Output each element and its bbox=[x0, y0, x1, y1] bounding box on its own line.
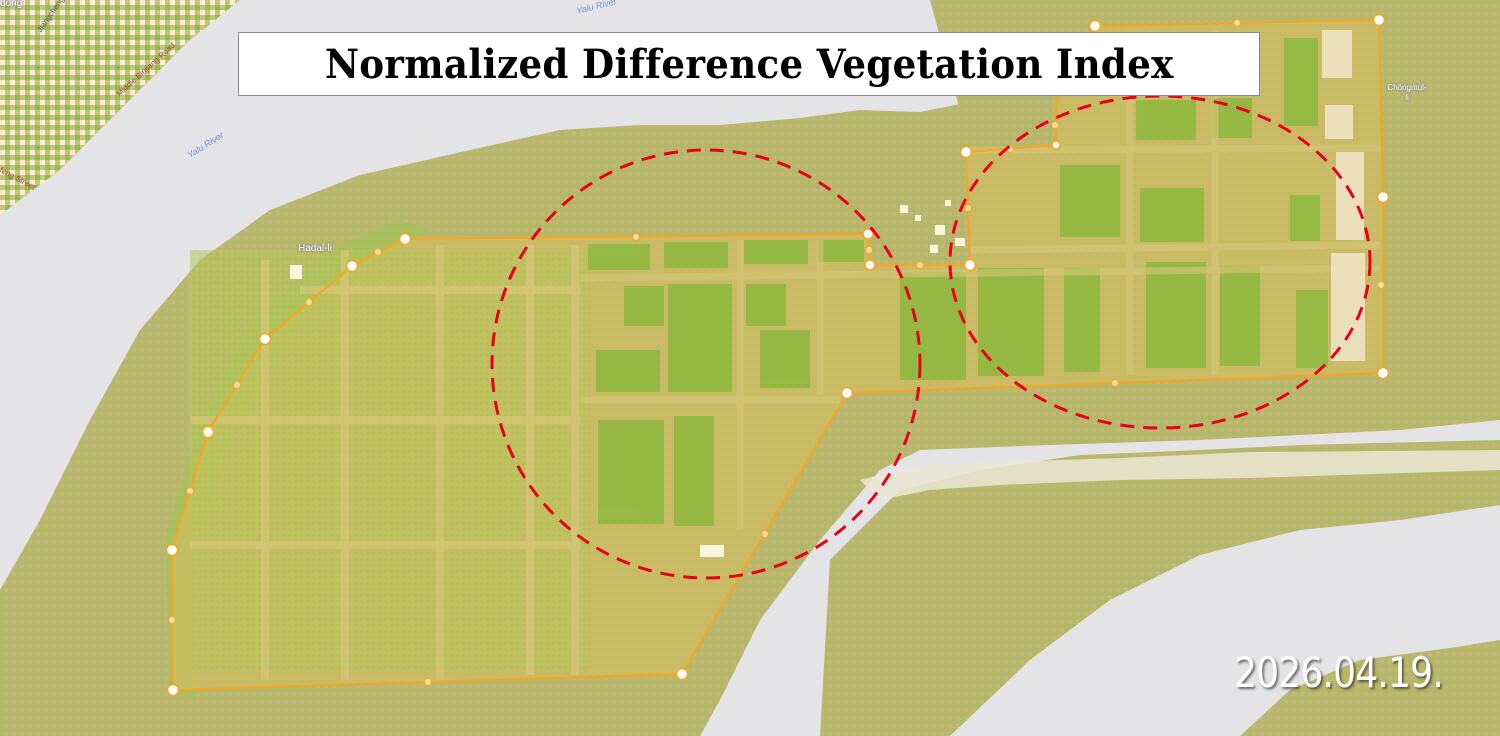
river-channel-south bbox=[860, 450, 1500, 500]
title-banner: Normalized Difference Vegetation Index bbox=[238, 32, 1260, 96]
label-place-chongmul: Chŏngmul-li bbox=[1387, 83, 1427, 102]
landmass-northwest bbox=[0, 0, 240, 215]
river-southeast bbox=[950, 505, 1500, 736]
label-place-top-left: dong bbox=[0, 0, 23, 9]
polygon-midpoint-handles[interactable] bbox=[168, 19, 1385, 686]
buildings bbox=[1322, 30, 1365, 361]
highlight-circle-west[interactable] bbox=[490, 148, 922, 580]
polygon-vertex-handles[interactable] bbox=[165, 13, 1390, 697]
landmass-southeast-lower bbox=[1240, 640, 1500, 736]
highlight-circle-east[interactable] bbox=[948, 94, 1372, 430]
dense-crop-patches bbox=[588, 38, 1328, 526]
field-grid-west bbox=[190, 245, 590, 680]
map-title: Normalized Difference Vegetation Index bbox=[324, 40, 1174, 88]
village-speckle bbox=[290, 200, 965, 557]
label-place-hadal: Hadal-li bbox=[298, 243, 332, 254]
date-stamp: 2026.04.19. bbox=[1234, 648, 1444, 697]
